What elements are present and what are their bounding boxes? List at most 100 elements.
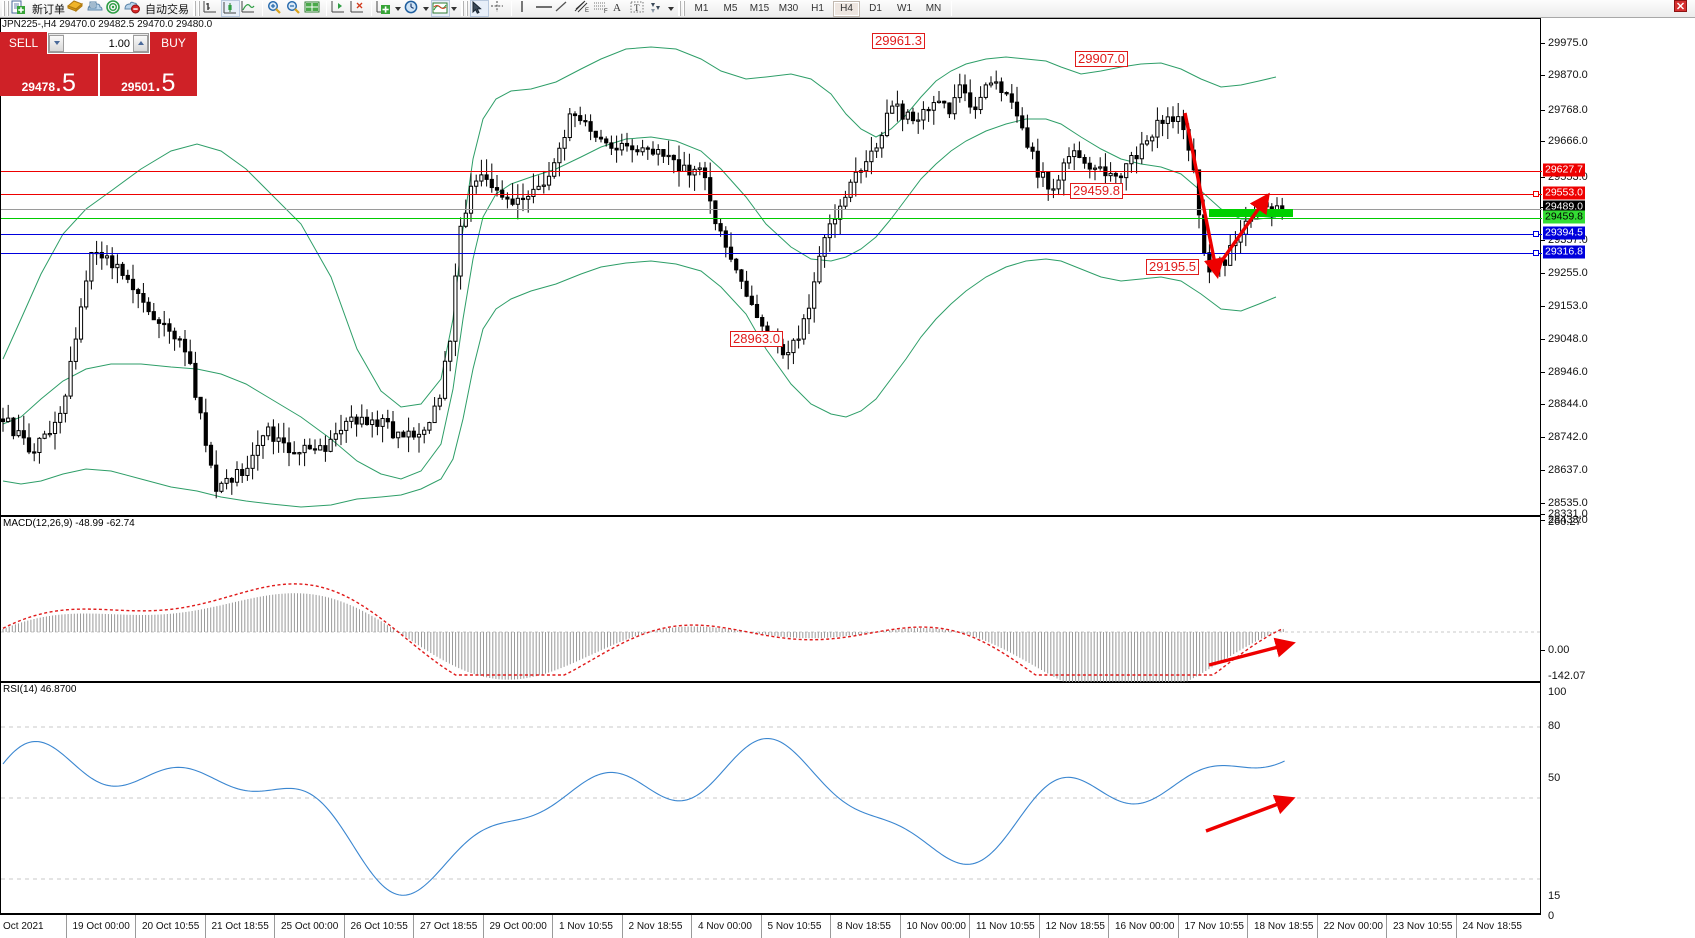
price-level-handle-29316[interactable] bbox=[1533, 250, 1539, 256]
auto-trading-label[interactable]: 自动交易 bbox=[145, 3, 189, 16]
chart-shift-icon[interactable] bbox=[330, 0, 349, 17]
volume-input[interactable]: 1.00 bbox=[64, 34, 133, 52]
volume-stepper[interactable]: 1.00 bbox=[48, 33, 149, 53]
price-level-line-29459-8[interactable] bbox=[1, 218, 1542, 219]
price-level-handle-29553[interactable] bbox=[1533, 191, 1539, 197]
price-tick-28331-0: 28331.0 bbox=[1548, 508, 1588, 520]
line-chart-icon[interactable] bbox=[240, 0, 259, 17]
macd-pane[interactable]: MACD(12,26,9) -48.99 -62.74 bbox=[0, 516, 1541, 700]
svg-text:F: F bbox=[604, 9, 608, 15]
price-tickmark bbox=[1541, 306, 1545, 307]
price-level-line-29316-8[interactable] bbox=[1, 253, 1542, 254]
timeframe-h4[interactable]: H4 bbox=[833, 0, 860, 17]
toolbar-grip[interactable] bbox=[2, 1, 9, 16]
time-axis[interactable]: Oct 2021 19 Oct 00:00 20 Oct 10:55 21 Oct 1… bbox=[0, 914, 1541, 938]
timeframe-m5[interactable]: M5 bbox=[723, 3, 738, 14]
price-level-handle-29394[interactable] bbox=[1533, 231, 1539, 237]
period-clock-icon[interactable] bbox=[403, 0, 422, 17]
timeframe-m30[interactable]: M30 bbox=[778, 3, 799, 14]
rsi-tick-15: 15 bbox=[1548, 890, 1561, 902]
price-level-line-29627-7[interactable] bbox=[1, 171, 1542, 172]
cursor-icon[interactable] bbox=[470, 0, 489, 17]
trend-line-icon[interactable] bbox=[553, 0, 572, 17]
timeframe-w1[interactable]: W1 bbox=[897, 3, 912, 14]
timeframe-d1[interactable]: D1 bbox=[869, 3, 882, 14]
price-tickmark bbox=[1541, 404, 1545, 405]
price-tick-29975-0: 29975.0 bbox=[1548, 37, 1588, 49]
templates-icon[interactable] bbox=[431, 0, 450, 17]
rsi-tick-80: 80 bbox=[1548, 720, 1561, 732]
new-order-label[interactable]: 新订单 bbox=[32, 3, 65, 16]
annotation-29907-0[interactable]: 29907.0 bbox=[1075, 51, 1128, 67]
macd-tick-1: 0.00 bbox=[1548, 644, 1570, 656]
timeframe-m15[interactable]: M15 bbox=[749, 3, 770, 14]
macd-tickmark bbox=[1541, 650, 1545, 651]
shapes-arrows-icon[interactable] bbox=[648, 0, 667, 17]
one-click-trading-panel[interactable]: SELL 1.00 BUY 29478 .5 29501 .5 bbox=[0, 32, 197, 96]
annotation-28963-0[interactable]: 28963.0 bbox=[730, 331, 783, 347]
bar-chart-icon[interactable] bbox=[202, 0, 221, 17]
horizontal-line-icon[interactable] bbox=[534, 0, 553, 17]
price-tag-29627-7[interactable]: 29627.7 bbox=[1543, 163, 1585, 177]
timeframe-h1[interactable]: H1 bbox=[811, 3, 824, 14]
macd-tick-2: -142.07 bbox=[1548, 670, 1586, 682]
indicators-dropdown-caret[interactable] bbox=[395, 6, 401, 11]
signals-icon[interactable] bbox=[105, 0, 124, 17]
price-tag-29553-0[interactable]: 29553.0 bbox=[1543, 186, 1585, 200]
zoom-in-icon[interactable] bbox=[266, 0, 285, 17]
auto-trading-icon[interactable] bbox=[124, 0, 143, 17]
sell-button[interactable]: SELL bbox=[0, 32, 47, 54]
toolbar-grip-4[interactable] bbox=[678, 1, 685, 16]
templates-dropdown-caret[interactable] bbox=[451, 6, 457, 11]
price-tick-28844-0: 28844.0 bbox=[1548, 398, 1588, 410]
equidistant-channel-icon[interactable]: E bbox=[572, 0, 591, 17]
crosshair-icon[interactable] bbox=[489, 0, 508, 17]
expert-advisor-icon[interactable] bbox=[67, 0, 86, 17]
text-icon[interactable]: A bbox=[610, 0, 629, 17]
annotation-29961-3[interactable]: 29961.3 bbox=[872, 33, 925, 49]
buy-price-display[interactable]: 29501 .5 bbox=[99, 54, 197, 96]
zoom-out-icon[interactable] bbox=[285, 0, 304, 17]
price-level-line-29553-0[interactable] bbox=[1, 194, 1542, 195]
price-tag-29394-5[interactable]: 29394.5 bbox=[1543, 226, 1585, 240]
auto-scroll-icon[interactable] bbox=[349, 0, 368, 17]
sell-price-fraction: .5 bbox=[55, 69, 76, 97]
new-order-icon[interactable] bbox=[11, 0, 30, 17]
volume-decrease-button[interactable] bbox=[49, 34, 64, 52]
timeframe-m1[interactable]: M1 bbox=[694, 3, 709, 14]
timeframe-mn[interactable]: MN bbox=[925, 3, 942, 14]
fibonacci-icon[interactable]: F bbox=[591, 0, 610, 17]
close-icon[interactable] bbox=[1674, 0, 1693, 17]
time-label-1: 19 Oct 00:00 bbox=[72, 921, 130, 932]
price-tickmark bbox=[1541, 75, 1545, 76]
rsi-pane[interactable]: RSI(14) 46.8700 bbox=[0, 682, 1541, 914]
drawn-arrows bbox=[1183, 112, 1270, 280]
shapes-dropdown-caret[interactable] bbox=[668, 6, 674, 11]
period-dropdown-caret[interactable] bbox=[423, 6, 429, 11]
grid-layout-icon[interactable] bbox=[304, 0, 323, 17]
annotation-29459-8[interactable]: 29459.8 bbox=[1070, 183, 1123, 199]
annotation-29195-5[interactable]: 29195.5 bbox=[1146, 259, 1199, 275]
text-label-icon[interactable]: T bbox=[629, 0, 648, 17]
time-label-3: 21 Oct 18:55 bbox=[211, 921, 269, 932]
candlestick-chart-icon[interactable] bbox=[221, 0, 240, 17]
time-separator bbox=[1247, 915, 1248, 938]
price-tickmark bbox=[1541, 520, 1545, 521]
price-tick-29048-0: 29048.0 bbox=[1548, 333, 1588, 345]
toolbar-grip-3[interactable] bbox=[461, 1, 468, 16]
toolbar-grip-2[interactable] bbox=[193, 1, 200, 16]
time-label-5: 26 Oct 10:55 bbox=[350, 921, 408, 932]
volume-increase-button[interactable] bbox=[133, 34, 148, 52]
price-chart-pane[interactable] bbox=[0, 18, 1542, 516]
vertical-line-icon[interactable] bbox=[515, 0, 534, 17]
data-window-icon[interactable] bbox=[86, 0, 105, 17]
price-level-line-29394-5[interactable] bbox=[1, 234, 1542, 235]
price-tick-29153-0: 29153.0 bbox=[1548, 300, 1588, 312]
price-tag-29316-8[interactable]: 29316.8 bbox=[1543, 245, 1585, 259]
time-separator bbox=[1177, 915, 1179, 938]
indicators-add-icon[interactable] bbox=[375, 0, 394, 17]
sell-price-display[interactable]: 29478 .5 bbox=[0, 54, 98, 96]
buy-button[interactable]: BUY bbox=[150, 32, 197, 54]
price-tag-29459-8[interactable]: 29459.8 bbox=[1543, 210, 1585, 224]
time-separator bbox=[413, 915, 414, 938]
